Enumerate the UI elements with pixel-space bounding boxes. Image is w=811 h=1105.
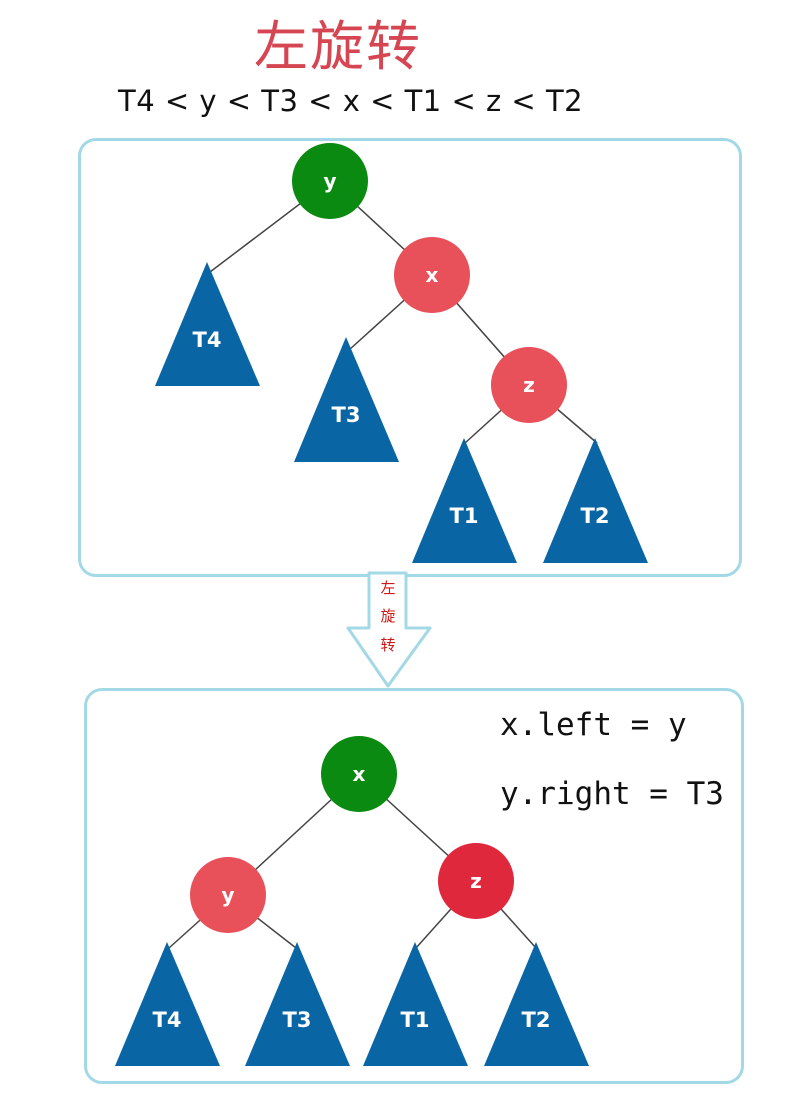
arrow-char-3: 转: [380, 636, 396, 654]
arrow-char-1: 左: [380, 579, 396, 597]
after-subtree-t4-label: T4: [153, 1008, 182, 1032]
after-node-z-label: z: [470, 869, 482, 893]
after-subtree-t3-label: T3: [283, 1008, 312, 1032]
node-x: x: [394, 237, 470, 313]
arrow-char-2: 旋: [380, 607, 396, 625]
after-node-z: z: [438, 843, 514, 919]
subtree-t4: T4: [155, 262, 260, 386]
after-subtree-t2-label: T2: [522, 1008, 551, 1032]
after-subtree-t2: T2: [484, 942, 589, 1066]
subtree-t2-label: T2: [581, 504, 610, 528]
after-node-x-label: x: [353, 762, 366, 786]
after-node-y-label: y: [221, 883, 234, 907]
node-z-label: z: [523, 373, 535, 397]
code-line-right-assignment: y.right = T3: [500, 776, 724, 812]
page-title: 左旋转: [254, 15, 422, 78]
ordering-text: T4 < y < T3 < x < T1 < z < T2: [118, 84, 584, 118]
after-subtree-t1: T1: [363, 942, 468, 1066]
down-arrow-icon: [346, 571, 432, 688]
subtree-t1: T1: [412, 438, 517, 563]
subtree-t3-label: T3: [332, 403, 361, 427]
subtree-t4-label: T4: [193, 328, 222, 352]
node-y: y: [292, 143, 368, 219]
node-z: z: [491, 347, 567, 423]
node-x-label: x: [426, 263, 439, 287]
after-node-x: x: [321, 736, 397, 812]
subtree-t2: T2: [543, 438, 648, 563]
after-subtree-t1-label: T1: [401, 1008, 430, 1032]
code-line-left-assignment: x.left = y: [500, 707, 687, 743]
after-node-y: y: [190, 857, 266, 933]
node-y-label: y: [323, 169, 336, 193]
after-subtree-t4: T4: [115, 942, 220, 1066]
after-subtree-t3: T3: [245, 942, 350, 1066]
subtree-t3: T3: [294, 337, 399, 462]
subtree-t1-label: T1: [450, 504, 479, 528]
